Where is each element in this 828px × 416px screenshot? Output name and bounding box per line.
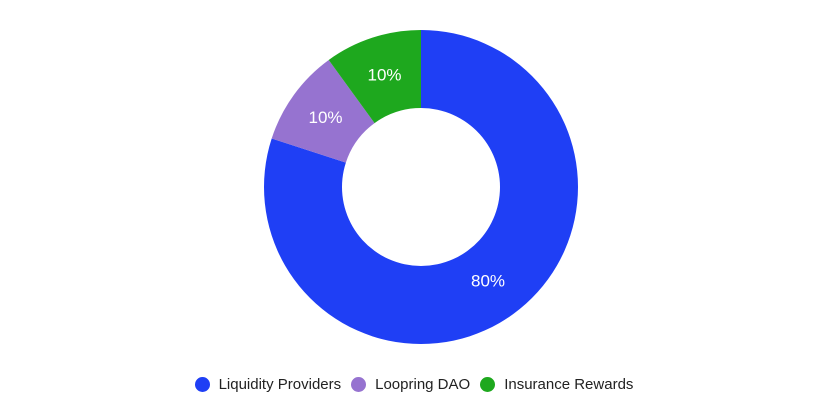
donut-slice-loopring-dao[interactable] [271,59,375,163]
legend-label: Insurance Rewards [504,376,634,393]
donut-slice-liquidity-providers[interactable] [263,30,578,344]
chart-legend: Liquidity Providers Loopring DAO Insuran… [0,376,828,393]
slice-value-label: 80% [471,272,505,291]
legend-dot-icon [351,377,367,392]
legend-dot-icon [480,377,496,392]
slice-value-label: 10% [309,108,343,127]
donut-slices [263,30,578,344]
slice-value-label: 10% [368,65,402,84]
legend-label: Liquidity Providers [218,376,342,393]
donut-chart: 80% 10% 10% [263,30,578,344]
legend-dot-icon [194,377,210,392]
donut-slice-insurance-rewards[interactable] [328,30,421,124]
legend-item-liquidity-providers[interactable]: Liquidity Providers [194,376,342,393]
legend-item-insurance-rewards[interactable]: Insurance Rewards [480,376,633,393]
slice-labels: 80% 10% 10% [309,65,505,290]
legend-item-loopring-dao[interactable]: Loopring DAO [351,376,470,393]
legend-label: Loopring DAO [375,376,471,393]
